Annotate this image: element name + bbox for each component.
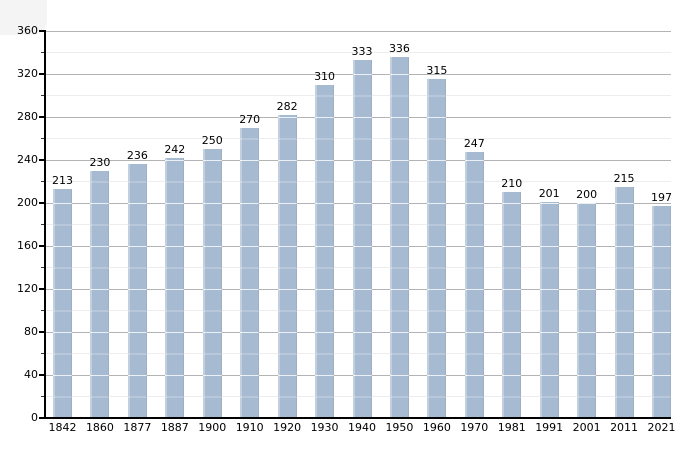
bar xyxy=(464,152,484,418)
bar xyxy=(315,84,335,418)
y-axis-tick xyxy=(41,181,46,182)
x-axis-label: 1887 xyxy=(160,421,189,434)
bar xyxy=(539,201,559,418)
y-axis-label: 160 xyxy=(17,239,38,252)
bar-value-label: 310 xyxy=(314,69,336,83)
x-axis-label: 1991 xyxy=(535,421,564,434)
y-axis-label: 360 xyxy=(17,24,38,37)
y-axis-tick xyxy=(41,224,46,225)
y-axis-tick xyxy=(39,30,46,32)
y-axis-tick xyxy=(41,396,46,397)
bar-value-label: 247 xyxy=(463,137,485,151)
bar xyxy=(427,79,447,418)
y-axis-label: 40 xyxy=(24,368,38,381)
bar xyxy=(577,203,597,418)
bar-value-label: 333 xyxy=(351,45,373,59)
y-axis-tick xyxy=(39,73,46,75)
x-axis-label: 1877 xyxy=(123,421,152,434)
y-axis-tick xyxy=(41,267,46,268)
x-axis-label: 2011 xyxy=(610,421,639,434)
bar xyxy=(614,186,634,418)
x-axis-label: 1900 xyxy=(198,421,227,434)
bar xyxy=(127,164,147,418)
corner-artifact xyxy=(0,0,47,35)
y-axis-label: 0 xyxy=(31,411,38,424)
y-axis-tick xyxy=(41,310,46,311)
bar-value-label: 201 xyxy=(538,186,560,200)
x-axis-label: 1910 xyxy=(235,421,264,434)
y-axis-tick xyxy=(41,353,46,354)
bar-value-label: 250 xyxy=(201,134,223,148)
bar-value-label: 315 xyxy=(426,64,448,78)
x-axis-label: 1860 xyxy=(85,421,114,434)
y-axis-tick xyxy=(39,374,46,376)
bar xyxy=(202,149,222,418)
bar-value-label: 270 xyxy=(239,112,261,126)
x-axis-label: 1940 xyxy=(348,421,376,434)
bar-value-label: 210 xyxy=(501,177,523,191)
bar-value-label: 197 xyxy=(651,191,672,205)
y-axis-label: 320 xyxy=(17,67,38,80)
bar-value-label: 215 xyxy=(613,171,635,185)
bar xyxy=(240,127,260,418)
y-axis-tick xyxy=(39,417,46,419)
x-axis-label: 1950 xyxy=(385,421,414,434)
y-axis-label: 120 xyxy=(17,282,38,295)
bar-value-label: 230 xyxy=(89,155,111,169)
x-axis-line xyxy=(44,417,671,419)
y-axis-tick xyxy=(41,52,46,53)
y-axis-tick xyxy=(39,202,46,204)
y-axis-tick xyxy=(39,331,46,333)
y-axis-tick xyxy=(41,95,46,96)
x-axis-label: 1981 xyxy=(497,421,526,434)
x-axis-label: 1930 xyxy=(310,421,339,434)
bar xyxy=(277,114,297,418)
gridline-major xyxy=(46,30,671,32)
y-axis-tick xyxy=(39,159,46,161)
bar xyxy=(53,189,72,418)
y-axis-label: 200 xyxy=(17,196,38,209)
y-axis-label: 280 xyxy=(17,110,38,123)
bar-value-label: 282 xyxy=(276,99,298,113)
gridline-minor xyxy=(46,52,671,53)
x-axis-label: 2001 xyxy=(572,421,601,434)
y-axis-label: 80 xyxy=(24,325,38,338)
bar-value-label: 213 xyxy=(52,174,73,188)
bar-value-label: 242 xyxy=(164,142,186,156)
y-axis-line xyxy=(44,31,46,419)
bar xyxy=(502,192,522,418)
bar xyxy=(165,157,185,418)
bar-value-label: 236 xyxy=(126,149,148,163)
y-axis-tick xyxy=(39,116,46,118)
y-axis-tick xyxy=(39,245,46,247)
y-axis-tick xyxy=(39,288,46,290)
x-axis-label: 1970 xyxy=(460,421,489,434)
y-axis-label: 240 xyxy=(17,153,38,166)
bar xyxy=(352,60,372,418)
bar xyxy=(389,56,409,418)
x-axis-label: 1960 xyxy=(422,421,451,434)
bar xyxy=(652,206,671,418)
bar-value-label: 200 xyxy=(576,188,598,201)
y-axis-tick xyxy=(41,138,46,139)
bar-value-label: 336 xyxy=(388,41,410,55)
x-axis-label: 1920 xyxy=(273,421,302,434)
bar xyxy=(90,170,110,418)
x-axis-label: 1842 xyxy=(48,421,77,434)
x-axis-label: 2021 xyxy=(647,421,676,434)
